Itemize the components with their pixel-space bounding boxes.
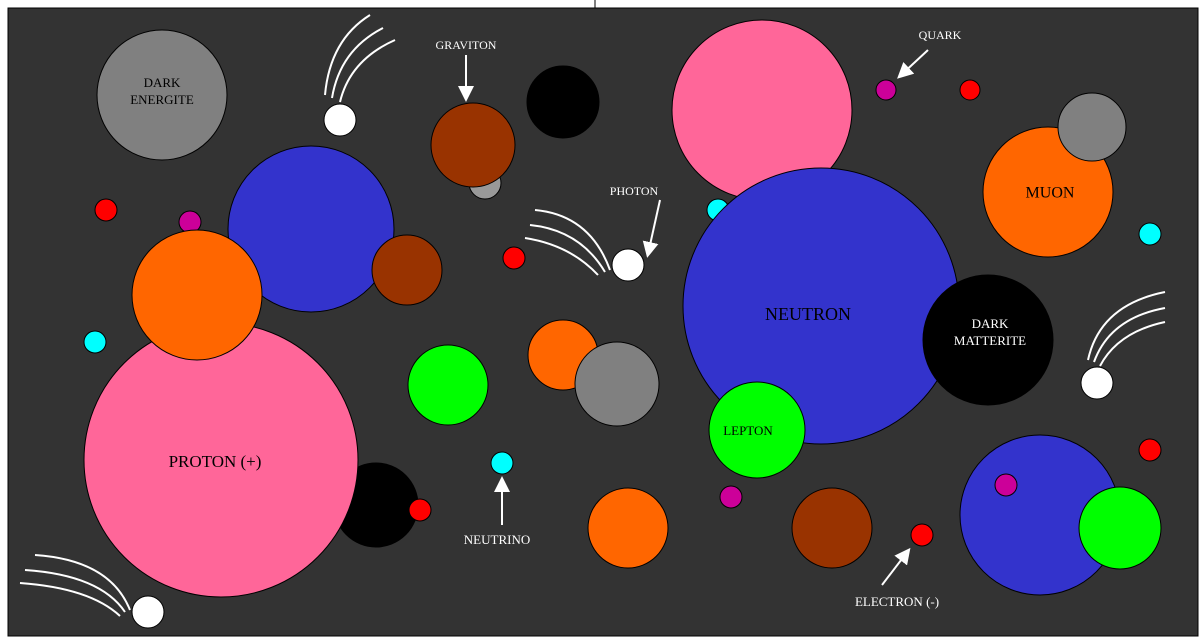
particle (792, 488, 872, 568)
particle (409, 499, 431, 521)
photon (612, 249, 644, 281)
label: PHOTON (610, 184, 659, 198)
label: PROTON (+) (169, 452, 262, 471)
label: QUARK (919, 28, 962, 42)
label: DARK (144, 75, 181, 90)
label: DARK (972, 316, 1009, 331)
particle (995, 474, 1017, 496)
particle (1139, 223, 1161, 245)
particle (1139, 439, 1161, 461)
particle (720, 486, 742, 508)
particle (132, 230, 262, 360)
label: MATTERITE (954, 333, 1026, 348)
particle (575, 342, 659, 426)
label: ELECTRON (-) (855, 594, 939, 609)
particle (95, 199, 117, 221)
particle (1058, 93, 1126, 161)
particle (408, 345, 488, 425)
photon (132, 596, 164, 628)
photon (324, 104, 356, 136)
particle (84, 331, 106, 353)
label: ENERGITE (130, 92, 194, 107)
particle (503, 247, 525, 269)
quark (876, 80, 896, 100)
label: NEUTRON (765, 304, 851, 324)
diagram: DARK ENERGITE GRAVITON QUARK MUON PHOTON… (0, 0, 1203, 639)
label: GRAVITON (436, 38, 497, 52)
neutrino (491, 452, 513, 474)
particle (588, 488, 668, 568)
particle (527, 66, 599, 138)
particle (372, 235, 442, 305)
graviton (431, 103, 515, 187)
particle (1079, 487, 1161, 569)
electron (911, 524, 933, 546)
particle (960, 80, 980, 100)
photon (1081, 367, 1113, 399)
label: NEUTRINO (464, 532, 530, 547)
label: LEPTON (723, 423, 773, 438)
label: MUON (1026, 185, 1075, 202)
